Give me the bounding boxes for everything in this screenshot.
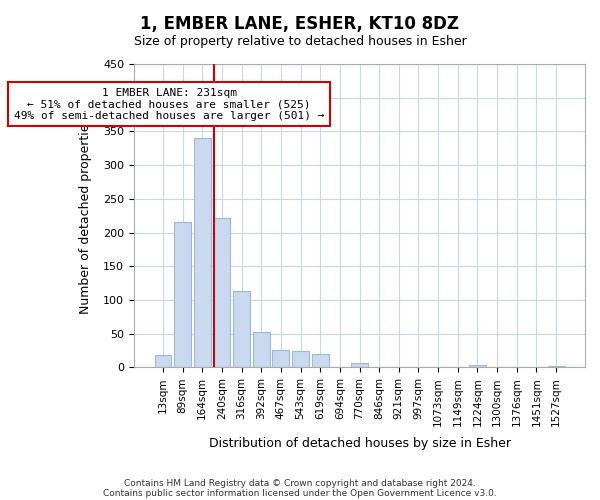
Bar [469, 366, 486, 368]
Text: 1, EMBER LANE, ESHER, KT10 8DZ: 1, EMBER LANE, ESHER, KT10 8DZ [140, 15, 460, 33]
Bar [272, 350, 289, 368]
Bar [174, 222, 191, 368]
Text: Size of property relative to detached houses in Esher: Size of property relative to detached ho… [134, 35, 466, 48]
Y-axis label: Number of detached properties: Number of detached properties [79, 117, 92, 314]
Bar [233, 291, 250, 368]
Text: 1 EMBER LANE: 231sqm
← 51% of detached houses are smaller (525)
49% of semi-deta: 1 EMBER LANE: 231sqm ← 51% of detached h… [14, 88, 325, 121]
Bar [194, 138, 211, 368]
Bar [155, 356, 171, 368]
Text: Contains public sector information licensed under the Open Government Licence v3: Contains public sector information licen… [103, 488, 497, 498]
X-axis label: Distribution of detached houses by size in Esher: Distribution of detached houses by size … [209, 437, 511, 450]
Bar [312, 354, 329, 368]
Bar [548, 366, 565, 368]
Bar [351, 362, 368, 368]
Bar [253, 332, 269, 368]
Text: Contains HM Land Registry data © Crown copyright and database right 2024.: Contains HM Land Registry data © Crown c… [124, 478, 476, 488]
Bar [214, 218, 230, 368]
Bar [292, 350, 309, 368]
